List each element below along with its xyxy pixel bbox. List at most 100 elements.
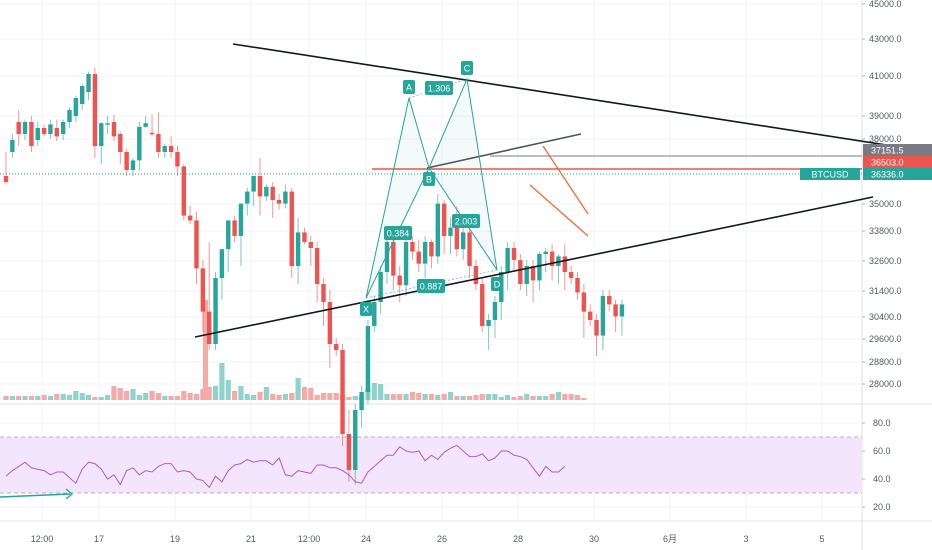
time-tick-label: 26 — [437, 534, 447, 544]
candle-body — [283, 191, 288, 204]
candle-body — [511, 248, 517, 260]
volume-bar — [41, 395, 47, 400]
volume-bar — [581, 398, 587, 400]
volume-bar — [155, 393, 161, 400]
candle-body — [480, 284, 485, 326]
candle-body — [232, 220, 237, 236]
candle-body — [270, 186, 275, 200]
volume-bar — [346, 397, 352, 400]
horizontal-levels[interactable] — [0, 155, 862, 175]
volume-bar — [524, 394, 530, 400]
rsi-line — [0, 444, 566, 500]
volume-bar — [244, 394, 250, 400]
candle-body — [505, 248, 510, 272]
candle-body — [410, 242, 415, 252]
price-tag — [863, 168, 932, 180]
candle-body — [168, 146, 174, 152]
arrow-line[interactable] — [0, 493, 71, 498]
candlesticks — [3, 68, 625, 485]
time-axis[interactable]: 12:00 17 19 21 12:00 24 26 28 30 6月 3 5 — [31, 534, 825, 544]
candle-body — [365, 326, 371, 392]
pattern-point-A[interactable] — [403, 80, 415, 94]
candle-body — [518, 260, 523, 284]
volume-bar — [543, 396, 549, 400]
candle-body — [124, 152, 129, 170]
rsi-polyline — [5, 444, 566, 489]
volume-bar — [447, 392, 454, 400]
price-tick-label: 31400.0 — [869, 286, 902, 296]
pattern-ratio-badge[interactable] — [417, 279, 445, 293]
symbol-tag-label: BTCUSD — [811, 170, 849, 180]
candle-body — [467, 232, 472, 266]
volume-bar — [238, 386, 244, 400]
candle-body — [327, 302, 333, 344]
volume-bar — [79, 393, 85, 400]
pattern-point-label: B — [426, 175, 432, 185]
price-tick-label: 39000.0 — [869, 111, 902, 121]
pattern-ratio-label: 2.003 — [455, 217, 478, 227]
arrow-head-icon — [65, 488, 74, 500]
wedge-lower-line[interactable] — [529, 184, 589, 237]
trendline-upper-triangle[interactable] — [232, 43, 932, 153]
pattern-point-X[interactable] — [360, 302, 372, 316]
candle-body — [334, 344, 339, 350]
trendline-b-line[interactable] — [426, 133, 582, 169]
volume-bar — [486, 394, 492, 400]
candle-body — [378, 272, 383, 302]
candle-body — [130, 160, 136, 170]
volume-bar — [124, 391, 130, 400]
candle-body — [219, 249, 225, 278]
pattern-point-B[interactable] — [423, 172, 435, 186]
trendline-lower-triangle[interactable] — [194, 196, 874, 338]
candle-body — [264, 186, 269, 197]
volume-bar — [16, 396, 22, 400]
volume-bar — [562, 394, 568, 400]
price-axis[interactable]: 45000.0 43000.0 41000.0 39000.0 38000.0 35000… — [862, 0, 902, 389]
candle-body — [340, 350, 345, 434]
candle-body — [73, 98, 79, 116]
candle-body — [99, 123, 104, 146]
volume-bar — [130, 389, 136, 400]
time-tick-label: 28 — [513, 534, 523, 544]
candle-body — [67, 110, 72, 122]
harmonic-pattern[interactable]: X A B C D 1.306 0.384 2.003 0.887 — [360, 61, 503, 316]
pattern-point-D[interactable] — [491, 277, 503, 291]
candle-body — [486, 320, 491, 326]
candle-body — [187, 215, 193, 221]
candle-body — [613, 304, 618, 317]
candle-body — [80, 86, 85, 104]
candle-body — [384, 242, 390, 272]
candle-body — [359, 392, 364, 410]
pattern-point-C[interactable] — [461, 61, 473, 75]
candle-body — [143, 123, 148, 127]
price-tick-label: 35000.0 — [869, 199, 902, 209]
trendlines[interactable] — [194, 43, 932, 338]
rsi-tick-label: 40.0 — [873, 474, 891, 484]
symbol-tag[interactable] — [800, 168, 860, 180]
volume-bar — [409, 392, 415, 400]
candle-body — [41, 128, 47, 134]
volume-bar — [47, 396, 54, 400]
volume-bar-spike — [203, 300, 208, 400]
candle-body — [194, 220, 199, 269]
volume-bar — [511, 397, 517, 400]
volume-bar — [105, 395, 111, 400]
candle-body — [35, 128, 40, 140]
volume-bar — [320, 393, 327, 400]
rsi-tick-label: 60.0 — [873, 446, 891, 456]
volume-bar — [200, 389, 206, 400]
price-tag-value: 36503.0 — [871, 158, 904, 168]
candle-body — [118, 134, 123, 152]
candle-body — [111, 122, 117, 137]
volume-bar — [270, 394, 276, 400]
pattern-ratio-badge[interactable] — [425, 81, 453, 95]
candle-body — [308, 242, 313, 248]
wedge-upper-line[interactable] — [542, 145, 589, 215]
pattern-ratio-badge[interactable] — [452, 214, 480, 228]
volume-bar — [117, 388, 123, 400]
pattern-ratio-badge[interactable] — [384, 226, 412, 240]
volume-bar — [143, 393, 149, 400]
volume-bar — [251, 395, 257, 400]
volume-bar — [232, 391, 238, 400]
